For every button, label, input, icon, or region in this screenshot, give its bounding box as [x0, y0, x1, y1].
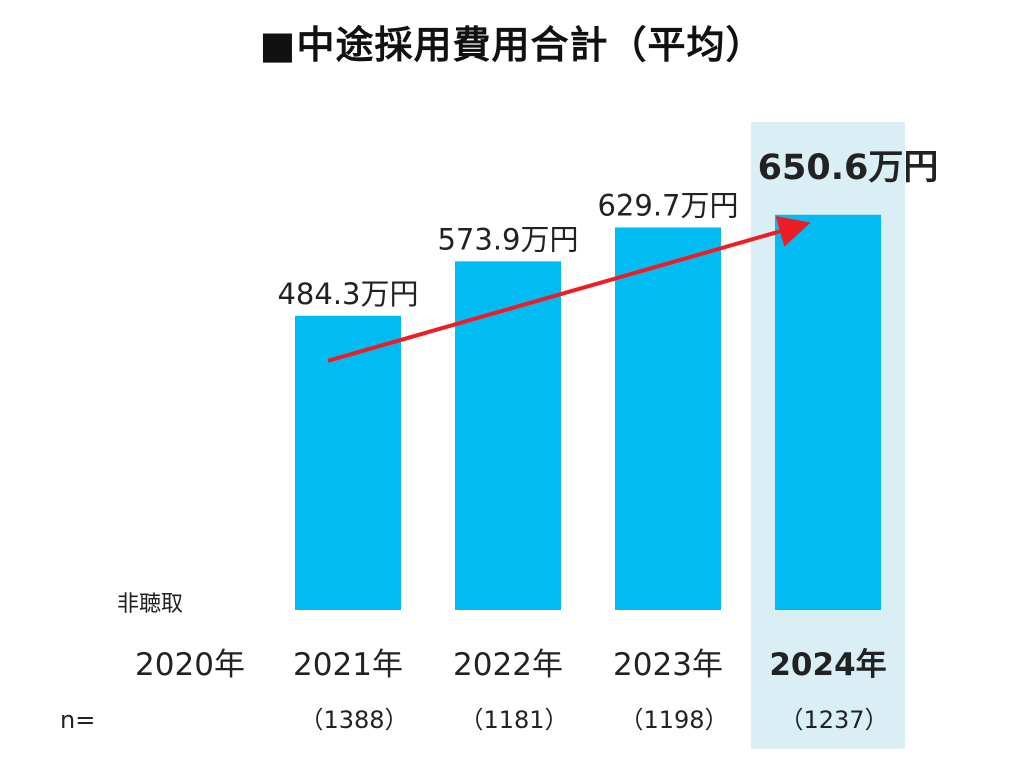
trend-arrow: [327, 215, 811, 363]
n-count-label: （1237）: [779, 706, 888, 734]
n-count-label: （1198）: [619, 706, 728, 734]
value-label: 650.6万円: [758, 148, 939, 188]
category-label: 2024年: [769, 647, 886, 683]
n-count-label: （1181）: [459, 706, 568, 734]
bar-2021年: [295, 315, 401, 610]
value-label: 573.9万円: [437, 222, 578, 256]
bar-2023年: [615, 227, 721, 610]
bar-2024年: [775, 214, 881, 610]
missing-data-label: 非聴取: [117, 592, 183, 617]
bar-2022年: [455, 261, 561, 610]
n-count-label: （1388）: [299, 706, 408, 734]
value-label: 629.7万円: [597, 188, 738, 222]
category-label: 2023年: [613, 647, 723, 683]
chart-title: ■中途採用費用合計（平均）: [259, 23, 765, 67]
n-prefix-label: n=: [60, 706, 95, 734]
category-label: 2020年: [135, 647, 245, 683]
value-label: 484.3万円: [277, 277, 418, 311]
category-label: 2022年: [453, 647, 563, 683]
category-label: 2021年: [293, 647, 403, 683]
